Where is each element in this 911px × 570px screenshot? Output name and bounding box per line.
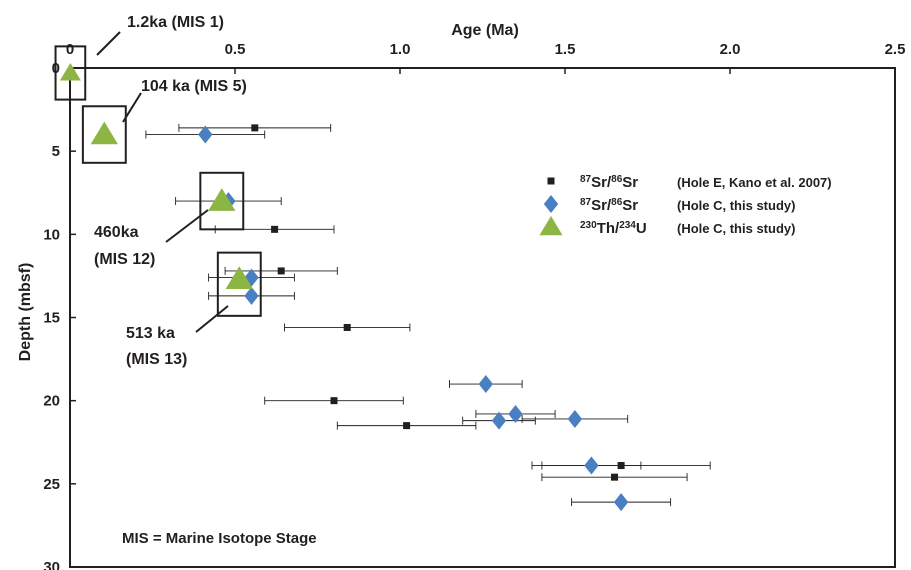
annotation-label: 513 ka [126,325,175,342]
diamond-point [567,409,583,428]
square-point [611,473,618,481]
diamond-point [613,493,629,512]
diamond-point [508,404,523,423]
diamond-point [244,286,259,305]
mis-note: MIS = Marine Isotope Stage [122,530,317,547]
x-tick-label: 2.5 [885,41,906,58]
legend-label-superscript: 87 [580,174,592,185]
x-tick-label: 1.0 [390,41,411,58]
legend-label-part: Sr [622,197,638,214]
y-tick-label: 30 [43,559,60,570]
diamond-point [491,411,507,430]
legend-source: (Hole C, this study) [677,221,795,236]
legend-diamond-icon [543,195,559,213]
x-tick-label: 0.5 [225,41,246,58]
legend-label-part: Sr [622,174,638,191]
legend-source: (Hole E, Kano et al. 2007) [677,175,832,190]
square-point [251,124,259,132]
triangle-point [225,266,253,289]
square-point [617,462,625,470]
legend-label-part: U [636,220,647,237]
annotation-label: 460ka [94,224,139,241]
square-point [330,397,338,405]
highlight-box [216,251,262,317]
annotation-leader [195,305,229,333]
y-axis-title: Depth (mbsf) [17,263,34,362]
legend-label-superscript: 87 [580,197,592,208]
highlight-box [54,45,87,101]
annotation-label: 1.2ka (MIS 1) [127,14,224,31]
annotation-leader [122,92,142,123]
legend-label: 230Th/234U [580,220,647,238]
diamond-point [198,125,213,144]
highlight-box [81,105,127,164]
annotation-leader [165,209,209,243]
legend-source: (Hole C, this study) [677,198,795,213]
legend-label: 87Sr/86Sr [580,174,638,192]
legend-triangle-icon [539,216,563,236]
annotation-leader [96,31,121,56]
legend-label-part: Th/ [597,220,620,237]
legend-label-superscript: 230 [580,220,597,231]
x-axis-title: Age (Ma) [451,22,519,39]
x-tick-label: 1.5 [555,41,576,58]
triangle-point [59,62,81,81]
x-tick-label: 2.0 [720,41,741,58]
square-point [271,225,279,233]
triangle-point [208,188,236,211]
y-tick-label: 5 [52,143,60,160]
diamond-point [478,375,493,394]
annotation-label: 104 ka (MIS 5) [141,78,247,95]
y-tick-label: 15 [43,310,60,327]
annotation-label: (MIS 13) [126,351,187,368]
legend-label-superscript: 86 [611,197,623,208]
legend-label: 87Sr/86Sr [580,197,638,215]
annotation-label: (MIS 12) [94,251,155,268]
legend-label-part: Sr/ [591,174,612,191]
square-point [403,422,411,430]
y-tick-label: 25 [43,476,60,493]
legend-label-superscript: 86 [611,174,623,185]
square-point [277,267,285,275]
square-point [343,323,351,331]
triangle-point [90,121,118,145]
legend-label-superscript: 234 [619,220,636,231]
legend-label-part: Sr/ [591,197,612,214]
legend-square-icon [547,177,555,185]
y-tick-label: 20 [43,393,60,410]
diamond-point [584,456,599,475]
y-tick-label: 10 [43,226,60,243]
plot-frame [69,67,896,568]
x-tick-label: 0 [66,41,74,58]
